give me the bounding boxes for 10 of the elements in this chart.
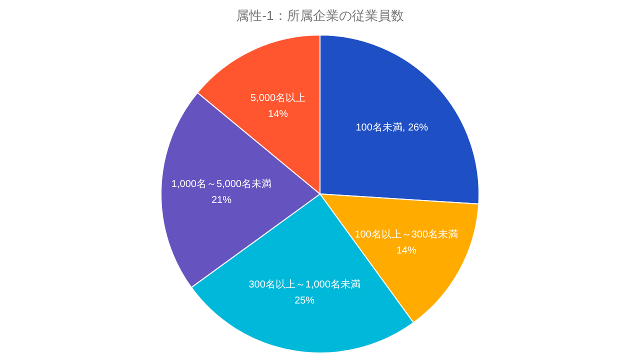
- slice-label: 1,000名～5,000名未満: [171, 178, 272, 190]
- data-label: 25%: [294, 295, 315, 306]
- slice-label: 100名以上～300名未満: [354, 228, 458, 240]
- slice-label: 300名以上～1,000名未満: [248, 278, 360, 290]
- slice-label: 5,000名以上: [250, 92, 306, 104]
- slice-label: 100名未満, 26%: [356, 122, 428, 134]
- data-label: 14%: [396, 245, 416, 256]
- data-label: 21%: [211, 194, 232, 206]
- chart-title: 属性-1：所属企業の従業員数: [236, 8, 404, 23]
- data-label: 14%: [268, 108, 288, 120]
